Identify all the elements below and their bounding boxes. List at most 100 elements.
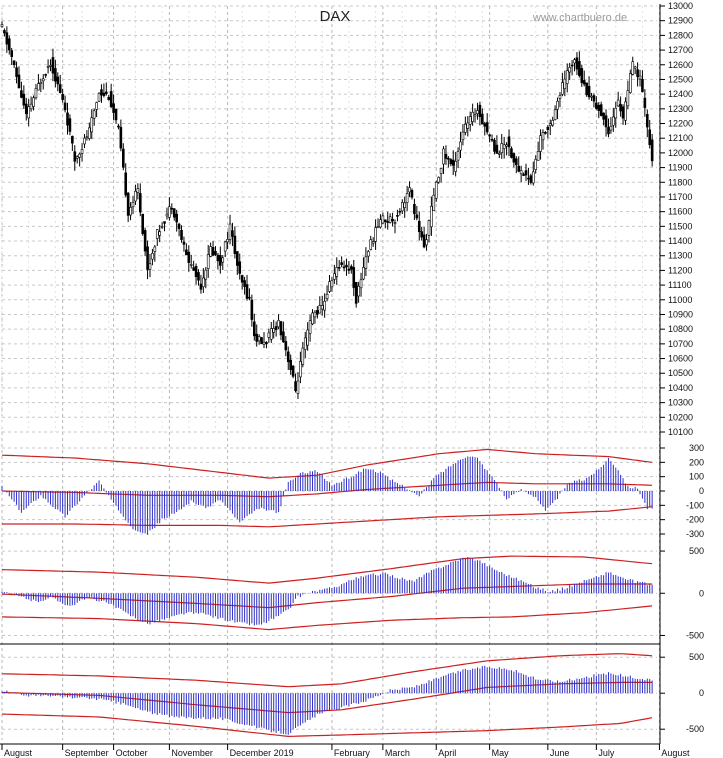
watermark: www.chartbuero.de bbox=[532, 12, 627, 24]
candle-body bbox=[12, 60, 16, 66]
candle-body bbox=[301, 347, 305, 365]
candle-body bbox=[177, 223, 181, 229]
candle-body bbox=[345, 264, 348, 268]
candle-body bbox=[49, 65, 52, 67]
price-tick-label: 11800 bbox=[668, 177, 692, 187]
candle-body bbox=[129, 207, 132, 216]
candle-body bbox=[565, 70, 569, 84]
candle-body bbox=[648, 129, 652, 146]
candle-body bbox=[306, 329, 309, 346]
candle-body bbox=[602, 112, 605, 120]
candle-body bbox=[420, 231, 423, 238]
candle-body bbox=[614, 107, 618, 119]
candle-body bbox=[27, 106, 30, 119]
candle-body bbox=[303, 337, 307, 350]
candle-body bbox=[376, 226, 380, 229]
price-tick-label: 10100 bbox=[668, 427, 693, 437]
price-tick-label: 11100 bbox=[668, 280, 692, 290]
upper-band bbox=[1, 653, 653, 688]
candle-body bbox=[63, 102, 67, 111]
month-label: March bbox=[385, 748, 410, 758]
candle-body bbox=[5, 32, 9, 45]
candle-body bbox=[629, 73, 632, 93]
osc-tick-label: 200 bbox=[689, 457, 704, 467]
candle-body bbox=[185, 249, 188, 256]
candle-body bbox=[143, 230, 147, 252]
candle-body bbox=[476, 110, 479, 114]
middle-band bbox=[1, 583, 653, 609]
candle-body bbox=[585, 82, 588, 96]
candle-body bbox=[371, 241, 375, 244]
candle-body bbox=[155, 229, 159, 239]
candle-body bbox=[408, 187, 411, 193]
candle-body bbox=[621, 106, 625, 119]
lower-band bbox=[2, 506, 653, 528]
candle-body bbox=[199, 283, 203, 290]
candle-body bbox=[541, 132, 545, 141]
candle-body bbox=[323, 300, 326, 311]
candle-body bbox=[592, 95, 596, 102]
candle-body bbox=[124, 172, 128, 196]
candle-body bbox=[131, 202, 135, 208]
candle-body bbox=[578, 61, 581, 76]
candle-body bbox=[39, 81, 43, 84]
candle-body bbox=[158, 231, 161, 236]
month-label: July bbox=[598, 748, 615, 758]
candle-body bbox=[226, 239, 229, 243]
candle-body bbox=[330, 280, 334, 288]
candle-body bbox=[439, 167, 443, 174]
candle-body bbox=[471, 111, 474, 122]
month-label: December 2019 bbox=[230, 748, 294, 758]
candle-body bbox=[391, 218, 394, 222]
candle-body bbox=[597, 105, 601, 111]
candle-body bbox=[405, 193, 409, 203]
candle-body bbox=[97, 93, 101, 102]
candle-body bbox=[396, 215, 399, 217]
candle-body bbox=[15, 67, 18, 77]
upper-band bbox=[1, 555, 653, 584]
candle-body bbox=[359, 279, 363, 289]
candle-body bbox=[325, 293, 329, 299]
candle-body bbox=[604, 115, 608, 128]
candle-body bbox=[165, 213, 169, 217]
candle-body bbox=[388, 216, 392, 223]
candle-body bbox=[531, 171, 535, 184]
price-tick-label: 10400 bbox=[668, 383, 693, 393]
candle-body bbox=[252, 321, 256, 337]
candle-body bbox=[202, 277, 205, 288]
candle-body bbox=[219, 255, 222, 266]
price-tick-label: 12100 bbox=[668, 133, 693, 143]
candle-body bbox=[430, 205, 433, 228]
candle-body bbox=[121, 148, 125, 168]
osc-tick-label: -500 bbox=[686, 724, 704, 734]
candle-body bbox=[447, 157, 450, 160]
month-label: April bbox=[438, 748, 456, 758]
month-label: August bbox=[661, 748, 690, 758]
candle-body bbox=[289, 359, 292, 371]
candle-body bbox=[328, 281, 331, 292]
lower-band bbox=[1, 713, 653, 738]
candle-body bbox=[197, 272, 200, 281]
candle-body bbox=[456, 151, 460, 161]
price-tick-label: 11400 bbox=[668, 236, 692, 246]
candle-body bbox=[163, 221, 166, 224]
price-tick-label: 10900 bbox=[668, 309, 693, 319]
candle-body bbox=[481, 113, 484, 125]
candle-body bbox=[478, 104, 482, 117]
candle-body bbox=[296, 380, 300, 394]
osc-tick-label: 0 bbox=[699, 588, 704, 598]
candle-body bbox=[209, 246, 212, 257]
candle-body bbox=[182, 241, 186, 245]
candle-body bbox=[624, 101, 627, 121]
candle-body bbox=[473, 114, 477, 117]
candle-body bbox=[335, 267, 339, 277]
candle-body bbox=[454, 161, 457, 172]
candle-body bbox=[352, 267, 356, 288]
candle-body bbox=[138, 193, 142, 213]
candle-body bbox=[369, 239, 373, 250]
candle-body bbox=[347, 268, 351, 271]
candle-body bbox=[175, 213, 178, 223]
osc-tick-label: 100 bbox=[689, 472, 704, 482]
candle-body bbox=[117, 125, 120, 128]
